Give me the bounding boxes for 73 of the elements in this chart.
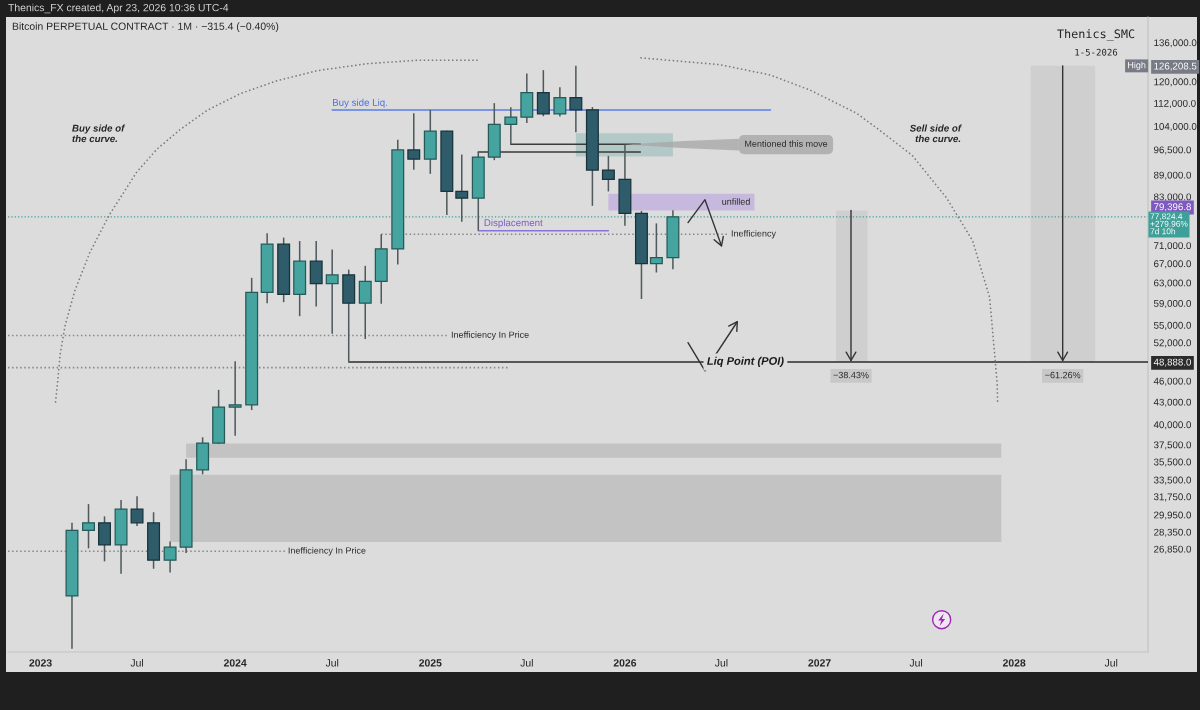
line-series	[639, 57, 999, 404]
candlestick	[163, 540, 177, 574]
annotation: Displacement	[484, 218, 543, 229]
candlestick	[82, 503, 96, 550]
y-tick-label: 33,500.0	[1153, 476, 1192, 485]
y-tick-label: 46,000.0	[1153, 377, 1192, 386]
y-tick-label: 43,000.0	[1153, 398, 1192, 407]
x-tick-label: 2025	[419, 659, 442, 667]
x-tick-label: Jul	[1104, 658, 1118, 667]
candlestick	[649, 222, 663, 274]
annotation: −38.43%	[833, 371, 869, 379]
chart-title: Bitcoin PERPETUAL CONTRACT · 1M · −315.4 (−0.40%)	[12, 22, 279, 33]
y-tick-label: 48,888.0	[1153, 358, 1192, 367]
x-tick-label: 2028	[1002, 659, 1026, 667]
annotation: Sell side of the curve.	[909, 124, 962, 143]
x-tick-label: 2023	[29, 659, 52, 667]
annotation: Buy side Liq.	[332, 98, 387, 108]
y-tick-label: 63,000.0	[1154, 279, 1192, 288]
y-tick-label: 55,000.0	[1153, 321, 1192, 330]
x-tick-label: Jul	[325, 658, 339, 667]
y-tick-label: 67,000.0	[1154, 260, 1192, 269]
annotation: −61.26%	[1045, 371, 1081, 379]
candlestick	[98, 515, 112, 563]
annotation: Buy side of the curve.	[72, 124, 126, 143]
annotation: Thenics_SMC	[1057, 29, 1135, 41]
y-tick-label: 71,000.0	[1154, 242, 1192, 251]
x-tick-label: Jul	[909, 658, 923, 667]
y-tick-label: 96,500.0	[1154, 146, 1192, 155]
candlestick	[325, 248, 339, 335]
ref-line-label: 77,824.4 +279.96% 7d 10h	[1150, 213, 1188, 235]
candlestick	[504, 106, 518, 145]
x-tick-label: 2024	[223, 659, 247, 667]
y-tick-label: 28,350.0	[1154, 528, 1192, 537]
x-tick-label: Jul	[130, 658, 143, 667]
x-tick-label: Jul	[520, 658, 533, 667]
annotation: Inefficiency	[731, 229, 776, 239]
candlestick	[536, 69, 550, 118]
x-tick-label: Jul	[714, 658, 728, 667]
y-tick-label: 112,000.0	[1154, 99, 1196, 108]
candlestick	[228, 360, 242, 437]
x-tick-label: 2026	[613, 659, 637, 667]
candlestick	[569, 65, 583, 134]
y-tick-label: 29,950.0	[1154, 511, 1192, 520]
candlestick	[309, 240, 323, 308]
candlestick	[407, 112, 421, 171]
annotation: unfilled	[722, 198, 750, 205]
annotation: Inefficiency In Price	[451, 331, 529, 340]
annotation: 1-5-2026	[1075, 48, 1118, 56]
y-tick-label: 136,000.0	[1154, 39, 1197, 48]
annotation: Liq Point (POI)	[707, 356, 784, 368]
candlestick	[358, 265, 372, 340]
y-tick-label: 52,000.0	[1153, 339, 1192, 348]
x-tick-label: 2027	[808, 659, 831, 667]
y-tick-label: 79,396.8	[1154, 203, 1191, 212]
y-tick-label: 40,000.0	[1153, 421, 1192, 430]
y-tick-label: 59,000.0	[1153, 299, 1192, 308]
y-tick-label: 126,208.5	[1154, 62, 1197, 71]
candlestick	[601, 155, 615, 193]
y-tick-label: 83,000.0	[1153, 193, 1192, 202]
y-tick-label: 35,500.0	[1153, 458, 1192, 467]
y-tick-label: 31,750.0	[1153, 493, 1192, 502]
candlestick	[553, 86, 567, 118]
y-tick-label: 104,000.0	[1154, 123, 1197, 132]
y-tick-label: 26,850.0	[1154, 545, 1192, 554]
annotation: Inefficiency In Price	[288, 547, 366, 556]
chart-subtitle: Thenics_FX created, Apr 23, 2026 10:36 UTC-4	[8, 3, 229, 14]
candlestick	[455, 153, 469, 223]
annotation: Mentioned this move	[745, 140, 828, 147]
y-tick-label: 120,000.0	[1154, 78, 1197, 87]
candlestick	[130, 495, 144, 527]
annotation: High	[1128, 61, 1146, 71]
y-tick-label: 37,500.0	[1153, 441, 1192, 450]
y-tick-label: 89,000.0	[1153, 171, 1192, 180]
